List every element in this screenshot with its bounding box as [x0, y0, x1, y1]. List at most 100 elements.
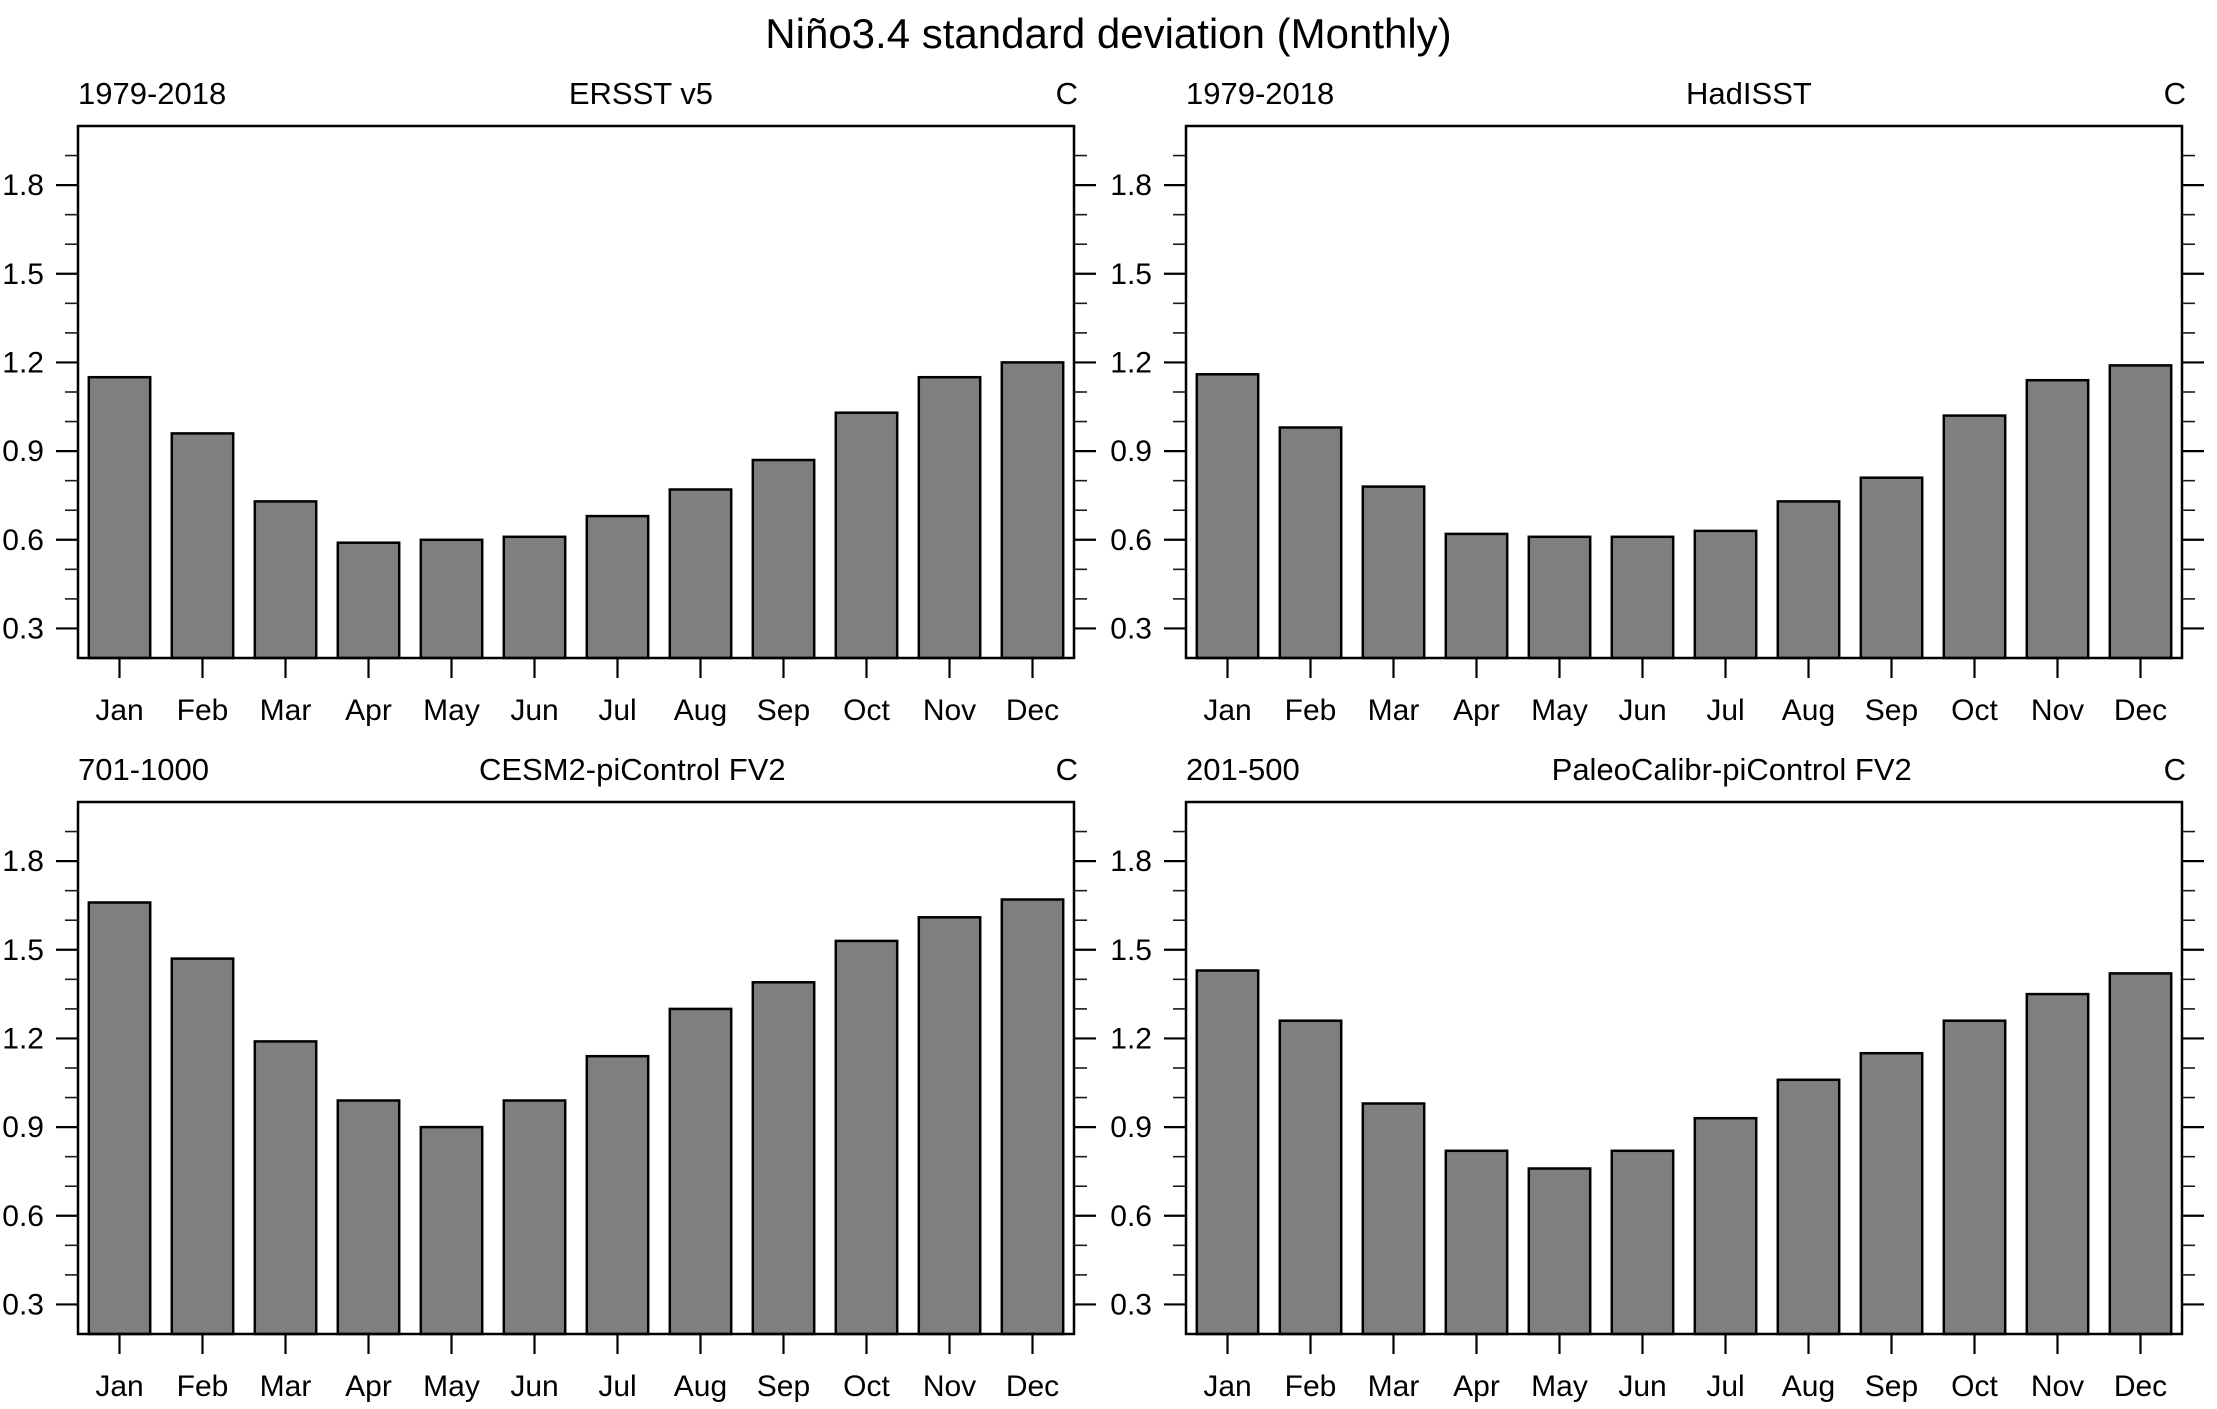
bar-jun [1610, 535, 1675, 660]
month-label-jan: Jan [1203, 1370, 1251, 1403]
bar-jun [502, 535, 567, 660]
bar-chart-cesm2-picontrol: 0.3 0.6 0.9 1.2 1.5 1.8 Jan Feb Mar Apr May Jun Jul A… [2, 800, 1096, 1403]
month-label-sep: Sep [757, 1370, 810, 1403]
bar-sep [1859, 1051, 1924, 1336]
month-label-jul: Jul [1706, 694, 1744, 727]
y-tick-label: 0.3 [1110, 612, 1152, 645]
month-label-mar: Mar [260, 1370, 312, 1403]
bar-feb [1278, 426, 1343, 660]
month-label-feb: Feb [177, 1370, 229, 1403]
bar-chart-paleocalibr-picontrol: 0.3 0.6 0.9 1.2 1.5 1.8 Jan Feb Mar Apr May Jun Jul A… [1110, 800, 2204, 1403]
month-label-nov: Nov [2031, 1370, 2084, 1403]
month-label-feb: Feb [1285, 694, 1337, 727]
bar-jan [87, 375, 152, 660]
panel-paleocalibr-picontrol: 201-500 PaleoCalibr-piControl FV2 C 0.3 0… [1108, 736, 2216, 1409]
bar-aug [1776, 1078, 1841, 1336]
period-label: 201-500 [1186, 752, 1300, 787]
month-label-oct: Oct [843, 694, 890, 727]
bar-dec [2108, 364, 2173, 660]
bar-feb [170, 957, 235, 1336]
month-label-jan: Jan [1203, 694, 1251, 727]
month-label-dec: Dec [2114, 694, 2167, 727]
unit-label: C [2163, 76, 2186, 111]
y-tick-label: 1.8 [2, 169, 44, 202]
unit-label: C [1055, 752, 1078, 787]
y-tick-label: 1.5 [2, 258, 44, 291]
unit-label: C [2163, 752, 2186, 787]
bar-jan [1195, 373, 1260, 660]
month-label-jun: Jun [1618, 694, 1666, 727]
bar-feb [170, 432, 235, 660]
month-label-jan: Jan [95, 1370, 143, 1403]
month-label-nov: Nov [923, 694, 976, 727]
month-label-aug: Aug [1782, 1370, 1835, 1403]
bar-jul [1693, 1116, 1758, 1336]
y-tick-label: 0.6 [2, 524, 44, 557]
month-label-jun: Jun [1618, 1370, 1666, 1403]
month-label-dec: Dec [1006, 694, 1059, 727]
y-tick-label: 0.3 [2, 612, 44, 645]
month-label-sep: Sep [1865, 1370, 1918, 1403]
y-tick-label: 1.5 [2, 934, 44, 967]
y-tick-label: 0.9 [1110, 435, 1152, 468]
bar-jul [585, 1054, 650, 1336]
month-label-jul: Jul [1706, 1370, 1744, 1403]
month-label-dec: Dec [2114, 1370, 2167, 1403]
bar-nov [917, 375, 982, 660]
bar-apr [1444, 1149, 1509, 1336]
bar-feb [1278, 1019, 1343, 1336]
y-tick-label: 1.2 [1110, 1022, 1152, 1055]
bar-mar [253, 1040, 318, 1336]
y-tick-label: 1.8 [2, 845, 44, 878]
y-tick-label: 1.2 [1110, 346, 1152, 379]
month-label-may: May [1531, 694, 1588, 727]
dataset-title: PaleoCalibr-piControl FV2 [1551, 752, 1912, 787]
bar-oct [834, 411, 899, 660]
figure-title: Niño3.4 standard deviation (Monthly) [765, 10, 1452, 57]
bar-aug [1776, 500, 1841, 660]
bar-jun [1610, 1149, 1675, 1336]
month-label-apr: Apr [345, 694, 392, 727]
bar-oct [1942, 414, 2007, 660]
bar-oct [834, 939, 899, 1336]
bar-mar [253, 500, 318, 660]
bar-may [419, 538, 484, 660]
y-tick-label: 0.9 [1110, 1111, 1152, 1144]
bar-sep [751, 981, 816, 1336]
panel-hadisst: 1979-2018 HadISST C 0.3 0.6 0.9 1.2 1.5 1.8 Ja… [1108, 60, 2216, 736]
month-label-jun: Jun [510, 1370, 558, 1403]
bar-may [1527, 535, 1592, 660]
month-label-sep: Sep [757, 694, 810, 727]
bar-sep [751, 458, 816, 660]
bar-nov [2025, 992, 2090, 1336]
bar-nov [2025, 378, 2090, 660]
month-label-apr: Apr [345, 1370, 392, 1403]
month-label-may: May [423, 1370, 480, 1403]
month-label-may: May [423, 694, 480, 727]
panel-header: 1979-2018 HadISST C [1108, 60, 2216, 112]
y-tick-label: 1.8 [1110, 845, 1152, 878]
unit-label: C [1055, 76, 1078, 111]
y-tick-label: 0.6 [1110, 524, 1152, 557]
bar-dec [2108, 972, 2173, 1336]
bar-sep [1859, 476, 1924, 660]
y-tick-label: 1.2 [2, 346, 44, 379]
bar-apr [336, 541, 401, 660]
bar-jan [1195, 969, 1260, 1336]
bar-oct [1942, 1019, 2007, 1336]
bar-jul [585, 514, 650, 660]
month-label-aug: Aug [674, 1370, 727, 1403]
bar-aug [668, 1007, 733, 1336]
month-label-feb: Feb [1285, 1370, 1337, 1403]
bar-chart-hadisst: 0.3 0.6 0.9 1.2 1.5 1.8 Jan Feb Mar Apr May Jun Jul A… [1110, 124, 2204, 727]
dataset-title: CESM2-piControl FV2 [478, 752, 786, 787]
bar-jun [502, 1099, 567, 1336]
panel-header: 701-1000 CESM2-piControl FV2 C [0, 736, 1108, 788]
bar-may [1527, 1167, 1592, 1336]
panel-ersst-v5: 1979-2018 ERSST v5 C 0.3 0.6 0.9 1.2 1.5 1.8 J… [0, 60, 1108, 736]
month-label-jun: Jun [510, 694, 558, 727]
y-tick-label: 0.6 [2, 1200, 44, 1233]
bar-aug [668, 488, 733, 660]
bar-may [419, 1125, 484, 1336]
